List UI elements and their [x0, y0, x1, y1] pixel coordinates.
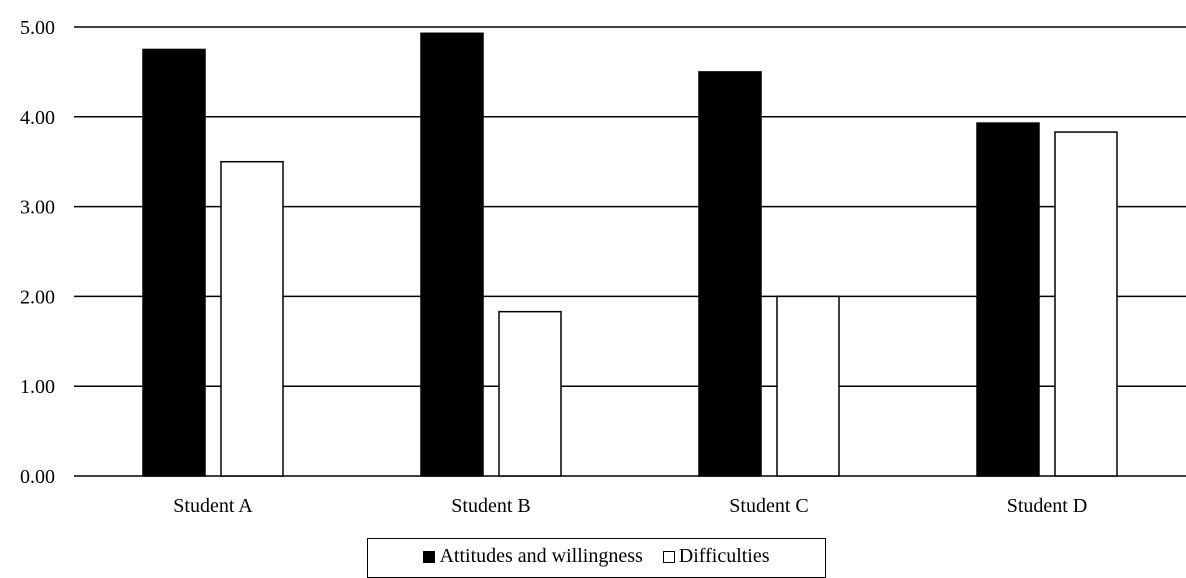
y-tick-label: 5.00 — [20, 17, 55, 39]
legend-swatch-attitudes — [423, 550, 436, 563]
legend-swatch-difficulties — [662, 550, 675, 563]
x-category-label: Student C — [729, 495, 808, 517]
bars — [142, 32, 1118, 477]
bar-attitudes — [976, 122, 1040, 477]
legend: Attitudes and willingness Difficulties — [367, 538, 826, 578]
bar-difficulties — [776, 295, 840, 477]
y-axis-tick-labels: 0.00 1.00 2.00 3.00 4.00 5.00 — [20, 17, 55, 488]
bar-difficulties — [498, 310, 562, 477]
y-tick-label: 3.00 — [20, 197, 55, 219]
bar-difficulties — [1054, 131, 1118, 477]
x-category-label: Student B — [451, 495, 530, 517]
legend-item-attitudes: Attitudes and willingness — [423, 545, 643, 568]
bar-attitudes — [142, 48, 206, 477]
legend-label-attitudes: Attitudes and willingness — [439, 545, 643, 567]
y-tick-label: 2.00 — [20, 286, 55, 308]
y-tick-label: 1.00 — [20, 376, 55, 398]
bar-chart: 0.001.002.003.004.005.00 Student A Studen… — [20, 17, 1186, 517]
legend-label-difficulties: Difficulties — [678, 545, 770, 567]
y-tick-label: 4.00 — [20, 107, 55, 129]
bar-difficulties — [220, 160, 284, 477]
x-category-label: Student D — [1007, 495, 1088, 517]
legend-item-difficulties: Difficulties — [662, 545, 770, 568]
y-tick-label: 0.00 — [20, 466, 55, 488]
x-axis-category-labels: Student A Student B Student C Student D — [173, 495, 1087, 517]
x-category-label: Student A — [173, 495, 253, 517]
bar-attitudes — [698, 71, 762, 477]
bar-attitudes — [420, 32, 484, 477]
